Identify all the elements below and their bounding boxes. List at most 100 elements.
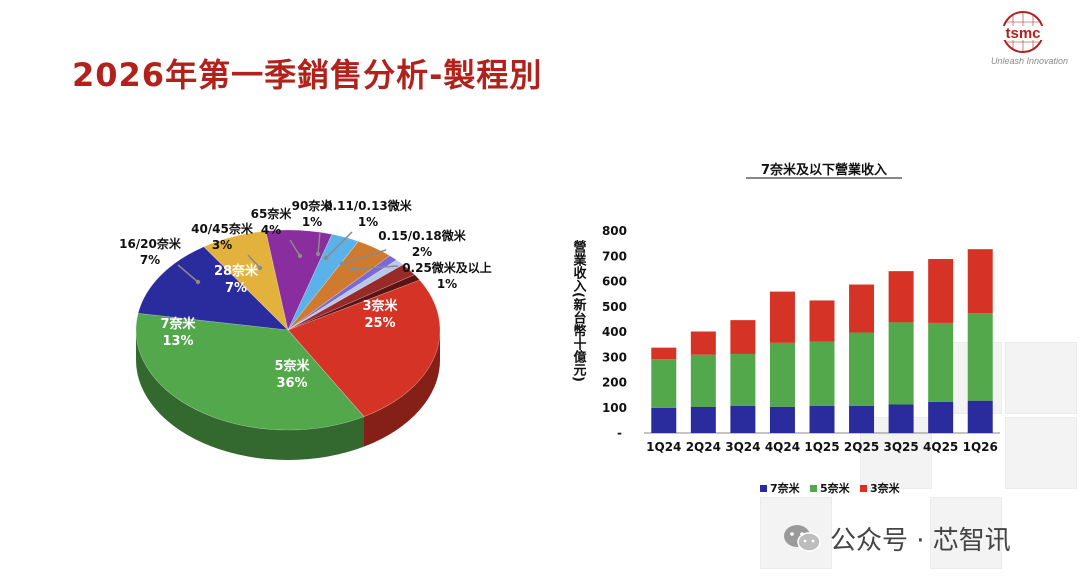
legend-swatch-2 — [860, 485, 867, 492]
wechat-icon — [784, 524, 821, 552]
pie-pct-4: 7% — [225, 281, 247, 296]
pie-leader-6 — [289, 239, 301, 257]
page-title: 2026年第一季銷售分析-製程別 — [72, 56, 543, 94]
pie-label-3: 16/20奈米 — [119, 236, 182, 251]
pie-leader-dot-6 — [297, 253, 303, 259]
pie-sides — [136, 330, 440, 460]
pie-pct-2: 13% — [162, 334, 193, 349]
pie-pct-3: 7% — [140, 253, 160, 267]
y-tick-100: 100 — [602, 401, 627, 415]
pie-leader-dot-7 — [315, 251, 321, 257]
bar-2Q24-0 — [690, 406, 716, 433]
y-tick-800: 800 — [602, 224, 627, 238]
bar-3Q25-0 — [888, 404, 914, 433]
bar-stacks: 1Q24 2Q24 3Q24 4Q24 1Q25 2Q25 3Q25 4Q25 1Q26 — [646, 249, 998, 454]
pie-label-10: 0.25微米及以上 — [402, 260, 492, 275]
bar-3Q24-0 — [730, 405, 756, 433]
bar-3Q24-1 — [730, 353, 756, 406]
bar-1Q26-0 — [967, 400, 993, 433]
y-tick-0: - — [617, 426, 622, 440]
bar-4Q25-1 — [928, 322, 954, 402]
pie-label-6: 65奈米 — [251, 206, 293, 221]
y-tick-400: 400 — [602, 325, 627, 339]
x-tick-2Q25: 2Q25 — [844, 440, 879, 454]
pie-leader-dot-10 — [349, 266, 355, 272]
pie-slice-8 — [287, 259, 404, 331]
pie-pct-7: 1% — [302, 215, 322, 229]
pie-leader-7 — [317, 231, 321, 255]
pie-leader-dot-9 — [339, 261, 345, 267]
pie-slice-6 — [287, 241, 391, 331]
pie-leader-10 — [351, 265, 399, 270]
pie-pct-9: 2% — [412, 245, 432, 259]
x-tick-4Q25: 4Q25 — [923, 440, 958, 454]
pie-slice-2 — [137, 246, 289, 331]
process-pie-chart: 3奈米 25% 5奈米 36% 7奈米 13% 16/20奈米 7% 28奈米 7% 40/45奈米… — [119, 198, 492, 460]
pie-slice-3 — [203, 230, 289, 331]
pie-slice-7 — [287, 255, 398, 331]
bar-3Q24-2 — [730, 320, 756, 354]
x-tick-1Q24: 1Q24 — [646, 440, 681, 454]
pie-leader-dot-3 — [195, 279, 201, 285]
legend-swatch-1 — [810, 485, 817, 492]
pie-slice-0 — [287, 279, 441, 417]
bar-1Q24-0 — [651, 407, 677, 433]
bar-1Q26-1 — [967, 313, 993, 401]
bar-2Q24-1 — [690, 354, 716, 407]
pie-labels: 3奈米 25% 5奈米 36% 7奈米 13% 16/20奈米 7% 28奈米 7% 40/45奈米… — [119, 198, 492, 391]
bar-4Q25-2 — [928, 259, 954, 323]
pie-pct-1: 36% — [276, 376, 307, 391]
bar-3Q25-2 — [888, 271, 914, 323]
bar-1Q24-1 — [651, 359, 677, 408]
x-tick-2Q24: 2Q24 — [686, 440, 721, 454]
pie-leader-9 — [341, 249, 387, 265]
pie-top — [135, 229, 441, 431]
pie-leader-dot-5 — [257, 265, 263, 271]
pie-slice-9 — [287, 264, 416, 331]
bar-4Q24-1 — [769, 342, 795, 407]
pie-label-7: 90奈米 — [292, 198, 334, 213]
bar-y-axis-label: 營業收入(新台幣十億元) — [571, 239, 588, 381]
pie-slice-5 — [287, 233, 359, 331]
bar-y-ticks: 100 200 300 400 500 600 700 800 - — [602, 224, 627, 440]
legend-label-1: 5奈米 — [820, 481, 851, 495]
bar-1Q25-0 — [809, 405, 835, 433]
logo-text: tsmc — [1005, 25, 1040, 42]
y-tick-700: 700 — [602, 249, 627, 263]
pie-leader-8 — [325, 231, 353, 259]
x-tick-3Q25: 3Q25 — [883, 440, 918, 454]
y-tick-600: 600 — [602, 275, 627, 289]
pie-leader-dot-8 — [323, 255, 329, 261]
legend-label-2: 3奈米 — [870, 481, 901, 495]
pie-label-8: 0.11/0.13微米 — [324, 198, 413, 213]
bar-4Q24-2 — [769, 291, 795, 343]
x-tick-4Q24: 4Q24 — [765, 440, 800, 454]
x-tick-1Q25: 1Q25 — [804, 440, 839, 454]
pie-label-1: 5奈米 — [274, 358, 310, 374]
pie-pct-6: 4% — [261, 223, 281, 237]
bar-4Q24-0 — [769, 406, 795, 433]
y-tick-300: 300 — [602, 350, 627, 364]
bar-2Q25-0 — [849, 405, 875, 433]
bar-1Q26-2 — [967, 249, 993, 314]
bar-4Q25-0 — [928, 401, 954, 433]
watermark-text: 公众号 · 芯智讯 — [830, 526, 1011, 556]
pie-slice-1 — [135, 312, 365, 431]
y-tick-500: 500 — [602, 300, 627, 314]
bar-chart-title: 7奈米及以下營業收入 — [761, 162, 887, 178]
pie-pct-10: 1% — [437, 277, 457, 291]
pie-label-4: 28奈米 — [214, 263, 259, 279]
bar-legend: 7奈米 5奈米 3奈米 — [760, 481, 901, 495]
x-tick-1Q26: 1Q26 — [963, 440, 998, 454]
background-pattern — [700, 282, 1080, 582]
pie-side-1 — [136, 330, 364, 460]
bar-1Q24-2 — [651, 347, 677, 360]
x-tick-3Q24: 3Q24 — [725, 440, 760, 454]
bar-3Q25-1 — [888, 322, 914, 405]
watermark: 公众号 · 芯智讯 — [782, 520, 1011, 557]
tsmc-logo: tsmc — [1000, 11, 1046, 53]
logo-tagline: Unleash Innovation — [990, 56, 1068, 66]
bar-2Q24-2 — [690, 331, 716, 355]
pie-label-9: 0.15/0.18微米 — [378, 228, 467, 243]
